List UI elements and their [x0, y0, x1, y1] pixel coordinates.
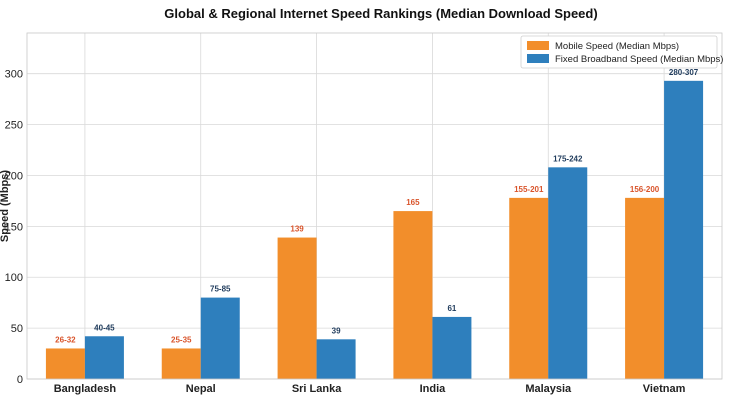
bars: [45, 80, 704, 380]
data-label: 75-85: [210, 285, 231, 294]
bar-broadband-india: [432, 316, 472, 379]
legend-swatch: [527, 41, 549, 50]
x-tick-label: India: [420, 383, 447, 395]
x-tick-label: Nepal: [186, 383, 216, 395]
x-tick-label: Sri Lanka: [292, 383, 342, 395]
bar-mobile-bangladesh: [45, 348, 85, 379]
y-tick-label: 0: [17, 374, 23, 386]
x-tick-label: Bangladesh: [54, 383, 117, 395]
bar-mobile-vietnam: [625, 197, 665, 379]
bar-broadband-vietnam: [664, 80, 704, 380]
axes: 0 50 100 150 200 250 300 Bangladesh Nepal Sri Lan…: [5, 32, 723, 395]
plot-frame: [26, 32, 723, 380]
data-label: 25-35: [171, 335, 192, 344]
legend-label: Fixed Broadband Speed (Median Mbps): [555, 54, 723, 65]
data-label: 26-32: [55, 335, 76, 344]
chart-title: Global & Regional Internet Speed Ranking…: [164, 6, 597, 21]
bar-mobile-malaysia: [509, 197, 549, 379]
data-labels: 26-32 40-45 25-35 75-85 139 39 165 61 155-201 175…: [55, 68, 699, 345]
data-label: 39: [332, 326, 341, 335]
y-tick-label: 150: [5, 221, 23, 233]
y-tick-label: 50: [11, 323, 23, 335]
bar-broadband-sri-lanka: [316, 339, 356, 379]
data-label: 165: [406, 198, 420, 207]
bar-broadband-bangladesh: [84, 336, 124, 379]
bar-mobile-sri-lanka: [277, 237, 317, 379]
bar-mobile-india: [393, 211, 433, 379]
data-label: 155-201: [514, 185, 544, 194]
y-tick-label: 200: [5, 170, 23, 182]
data-label: 139: [290, 225, 304, 234]
data-label: 40-45: [94, 323, 115, 332]
bar-mobile-nepal: [161, 348, 201, 379]
data-label: 280-307: [669, 68, 699, 77]
y-tick-label: 250: [5, 120, 23, 132]
x-tick-label: Malaysia: [525, 383, 572, 395]
legend-box: [520, 35, 718, 69]
legend: Mobile Speed (Median Mbps) Fixed Broadban…: [520, 35, 723, 69]
legend-label: Mobile Speed (Median Mbps): [555, 41, 679, 52]
bar-broadband-nepal: [200, 297, 240, 379]
data-label: 156-200: [630, 185, 660, 194]
grid: [27, 33, 722, 380]
x-tick-label: Vietnam: [643, 383, 686, 395]
y-tick-label: 300: [5, 69, 23, 81]
data-label: 61: [447, 304, 456, 313]
bar-broadband-malaysia: [548, 167, 588, 379]
y-tick-label: 100: [5, 272, 23, 284]
legend-swatch: [527, 54, 549, 63]
data-label: 175-242: [553, 154, 583, 163]
y-axis-label: Speed (Mbps): [0, 170, 11, 242]
